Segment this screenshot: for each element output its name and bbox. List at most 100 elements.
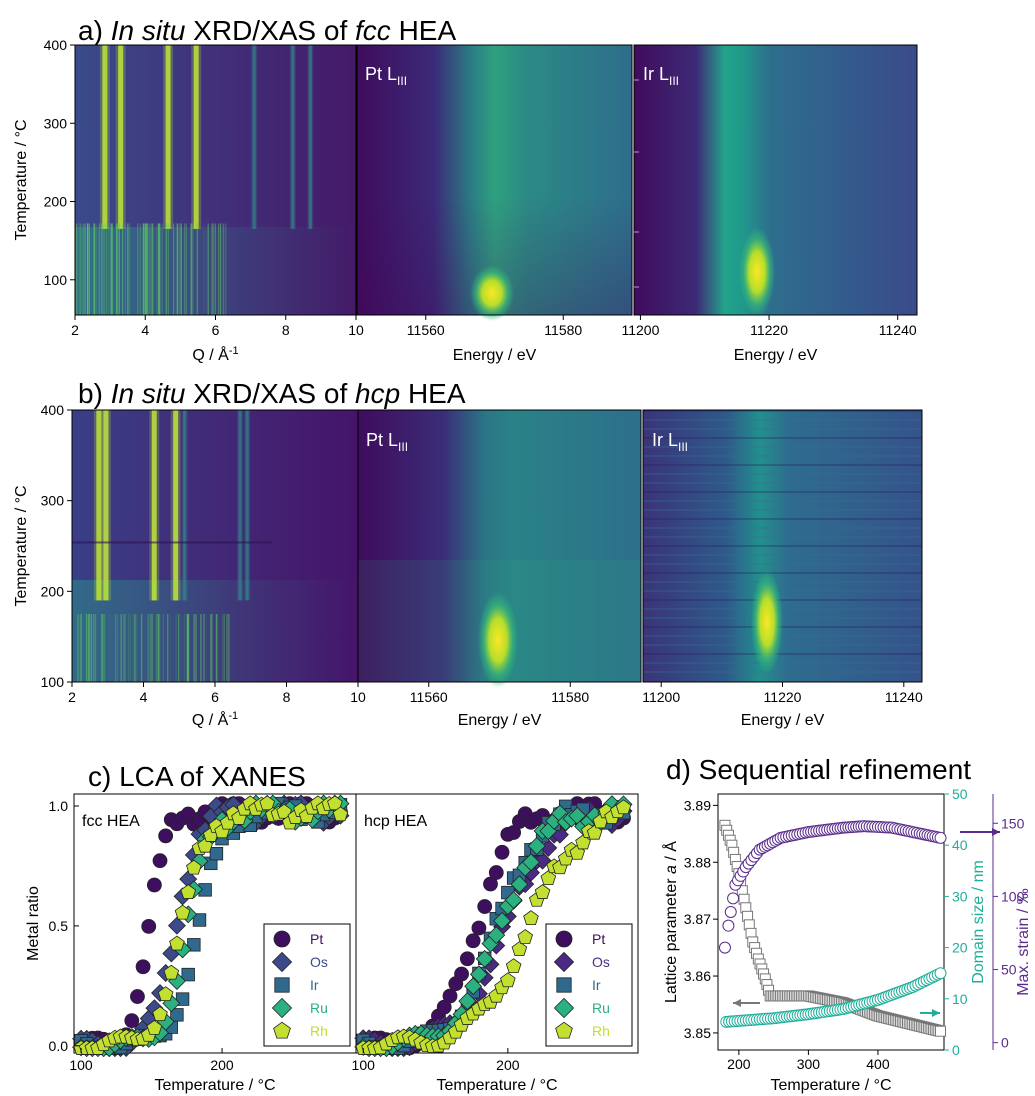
xrd-noise-streak xyxy=(203,223,205,315)
panel-b-xrd-heatmap xyxy=(71,409,359,683)
data-point xyxy=(511,941,528,957)
xrd-noise-streak xyxy=(133,614,135,682)
y-axis-label: Temperature / °C xyxy=(13,119,30,240)
data-point xyxy=(124,1013,140,1029)
data-point xyxy=(181,967,195,982)
xrd-noise-streak xyxy=(200,614,202,682)
xrd-noise-streak xyxy=(211,223,213,315)
xrd-noise-streak xyxy=(143,223,145,315)
xrd-noise-streak xyxy=(94,614,96,682)
x-axis-label: Temperature / °C xyxy=(154,1077,275,1094)
xrd-noise-streak xyxy=(137,223,139,315)
xrd-noise-streak xyxy=(88,614,90,682)
xrd-noise-streak xyxy=(171,223,173,315)
data-point xyxy=(130,989,145,1004)
data-point xyxy=(934,967,947,980)
xrd-noise-streak xyxy=(222,614,224,682)
xrd-noise-streak xyxy=(103,223,105,315)
data-point xyxy=(488,865,504,880)
xrd-noise-streak xyxy=(86,223,88,315)
data-point xyxy=(553,951,575,973)
domain-tick-label: 10 xyxy=(952,991,968,1007)
series-rh xyxy=(355,799,632,1055)
x-tick-label: 11200 xyxy=(621,322,659,338)
data-point xyxy=(271,997,293,1019)
strain-tick-label: 50 xyxy=(1001,962,1017,978)
x-tick-label: 11220 xyxy=(764,689,802,705)
xrd-noise-streak xyxy=(103,223,105,315)
xrd-noise-streak xyxy=(118,223,120,315)
xrd-reflection-glow xyxy=(191,45,202,229)
xrd-noise-streak xyxy=(205,614,207,682)
data-point xyxy=(615,799,632,815)
legend-label: Ru xyxy=(592,1000,610,1016)
xrd-reflection xyxy=(165,45,171,229)
xas-scan-band xyxy=(643,482,922,484)
xrd-noise-streak xyxy=(98,223,100,315)
xrd-noise-streak xyxy=(93,614,95,682)
legend-label: Os xyxy=(310,954,328,970)
xrd-noise-streak xyxy=(108,223,110,315)
xrd-noise-streak xyxy=(175,614,177,682)
xrd-noise-streak xyxy=(92,223,94,315)
data-point xyxy=(459,951,475,967)
data-point xyxy=(169,935,185,951)
lca-panel-label: fcc HEA xyxy=(82,813,140,830)
data-point xyxy=(271,951,293,973)
xrd-noise-streak xyxy=(94,223,96,315)
lattice-axis-arrow-head xyxy=(733,999,741,1007)
ir-edge-label-b: Ir LIII xyxy=(652,430,688,454)
xrd-noise-streak xyxy=(85,614,87,682)
domain-tick-label: 0 xyxy=(952,1042,960,1058)
xrd-noise-streak xyxy=(109,614,111,682)
domain-tick-label: 20 xyxy=(952,940,968,956)
xas-scan-band xyxy=(643,653,922,655)
xrd-noise-streak xyxy=(141,614,143,682)
xrd-noise-streak xyxy=(178,223,180,315)
legend-label: Os xyxy=(592,954,610,970)
xrd-noise-streak xyxy=(218,614,220,682)
xrd-noise-streak xyxy=(196,223,198,315)
xrd-reflection xyxy=(252,45,256,229)
data-point xyxy=(209,846,224,861)
xrd-noise-streak xyxy=(187,614,189,682)
legend-label: Ru xyxy=(310,1000,328,1016)
xrd-noise-streak xyxy=(76,223,78,315)
xrd-noise-streak xyxy=(225,614,226,682)
x-tick-label: 200 xyxy=(496,1057,520,1073)
x-tick-label: 11580 xyxy=(544,322,582,338)
xrd-noise-streak xyxy=(182,614,183,682)
xas-scan-band xyxy=(643,518,922,520)
xrd-noise-streak xyxy=(125,223,127,315)
xrd-reflection-glow xyxy=(149,410,160,601)
xrd-noise-streak xyxy=(124,614,126,682)
data-point xyxy=(517,929,533,944)
xrd-noise-streak xyxy=(127,223,129,315)
xrd-reflection xyxy=(173,410,179,601)
ir-edge-label-a: Ir LIII xyxy=(643,64,679,88)
xrd-noise-streak xyxy=(205,223,207,315)
panel-d-title: d) Sequential refinement xyxy=(666,754,971,785)
x-tick-label: 2 xyxy=(71,322,79,338)
xrd-noise-streak xyxy=(116,223,118,315)
xrd-noise-streak xyxy=(128,223,130,315)
series-max.-strain xyxy=(718,820,947,954)
data-point xyxy=(522,853,540,872)
xrd-noise-streak xyxy=(109,614,111,682)
xrd-noise-streak xyxy=(137,223,139,315)
series-rh xyxy=(73,795,349,1055)
xrd-noise-streak xyxy=(167,614,169,682)
xrd-noise-streak xyxy=(207,223,209,315)
data-point xyxy=(722,919,735,932)
domain-tick-label: 40 xyxy=(952,837,968,853)
xas-scan-band xyxy=(643,410,922,412)
xrd-noise-streak xyxy=(159,223,161,315)
xrd-noise-streak xyxy=(96,223,98,315)
xrd-noise-streak xyxy=(124,223,125,315)
x-tick-label: 2 xyxy=(68,689,76,705)
xrd-noise-streak xyxy=(195,614,197,682)
y-tick-label: 3.85 xyxy=(684,1025,711,1041)
xas-scan-band xyxy=(643,662,922,664)
xrd-noise-streak xyxy=(165,223,167,315)
xrd-noise-streak xyxy=(210,614,212,682)
